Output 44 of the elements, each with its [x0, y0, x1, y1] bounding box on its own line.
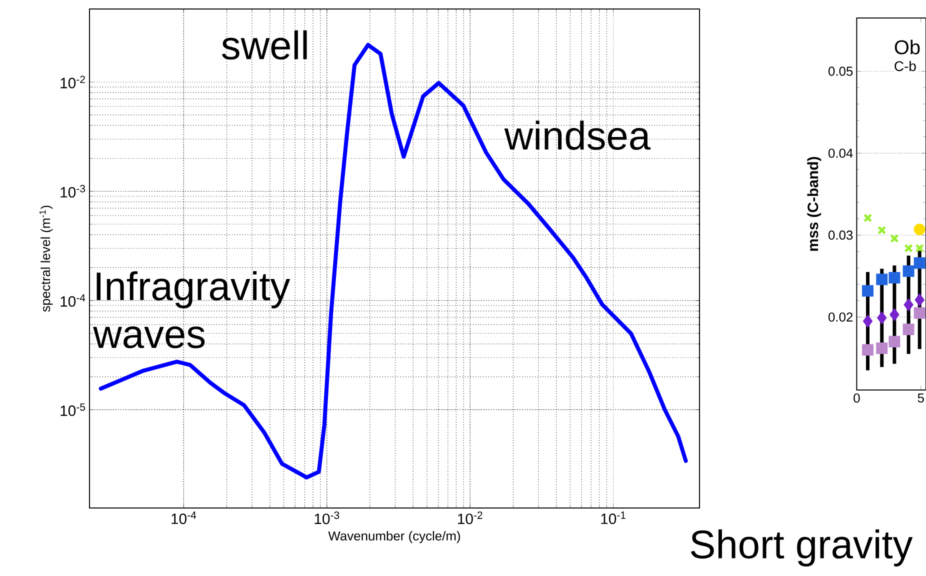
- point: [876, 342, 888, 354]
- point: [877, 312, 886, 324]
- point: [888, 336, 900, 348]
- point: [902, 265, 914, 277]
- point: [914, 224, 926, 236]
- point: [888, 272, 900, 284]
- point: [877, 226, 886, 235]
- point: [914, 307, 926, 319]
- y-tick-label: 10$^{-5}$: [60, 403, 86, 416]
- annotation: C-b: [894, 60, 916, 72]
- y-tick-label: 10$^{-3}$: [60, 184, 86, 198]
- point: [914, 294, 924, 306]
- point: [890, 308, 900, 320]
- point: [862, 344, 874, 356]
- point: [902, 324, 914, 336]
- x-tick-label: 10$^{-3}$: [314, 512, 340, 524]
- y-tick-label: 0.04: [828, 148, 853, 158]
- text: Short gravity: [690, 529, 913, 566]
- point: [862, 285, 874, 297]
- point: [863, 213, 872, 222]
- point: [890, 234, 899, 243]
- y-tick-label: 10$^{-2}$: [60, 76, 85, 88]
- point: [915, 244, 924, 253]
- y-tick-label: 0.03: [828, 230, 853, 240]
- y-axis-title: mss (C-band): [807, 157, 822, 251]
- point: [904, 244, 913, 253]
- point: [876, 274, 888, 286]
- x-tick-label: 10$^{-4}$: [172, 512, 196, 524]
- point: [863, 315, 872, 327]
- point: [914, 257, 926, 269]
- annotation: Infragravity waves: [93, 271, 290, 348]
- y-axis-title: spectral level (m$^{-1}$): [39, 206, 53, 312]
- y-tick-label: 10$^{-4}$: [60, 294, 86, 307]
- x-tick-label: 10$^{-1}$: [601, 512, 626, 524]
- y-tick-label: 0.02: [828, 312, 853, 322]
- x-tick-label: 10$^{-2}$: [458, 512, 482, 524]
- annotation: windsea: [504, 120, 651, 150]
- annotation: Ob: [894, 40, 920, 54]
- y-tick-label: 0.05: [828, 66, 853, 76]
- x-tick-label: 0: [854, 394, 860, 403]
- point: [904, 299, 914, 311]
- annotation: swell: [222, 30, 307, 60]
- x-axis-title: Wavenumber (cycle/m): [328, 531, 460, 544]
- x-tick-label: 5: [918, 394, 924, 403]
